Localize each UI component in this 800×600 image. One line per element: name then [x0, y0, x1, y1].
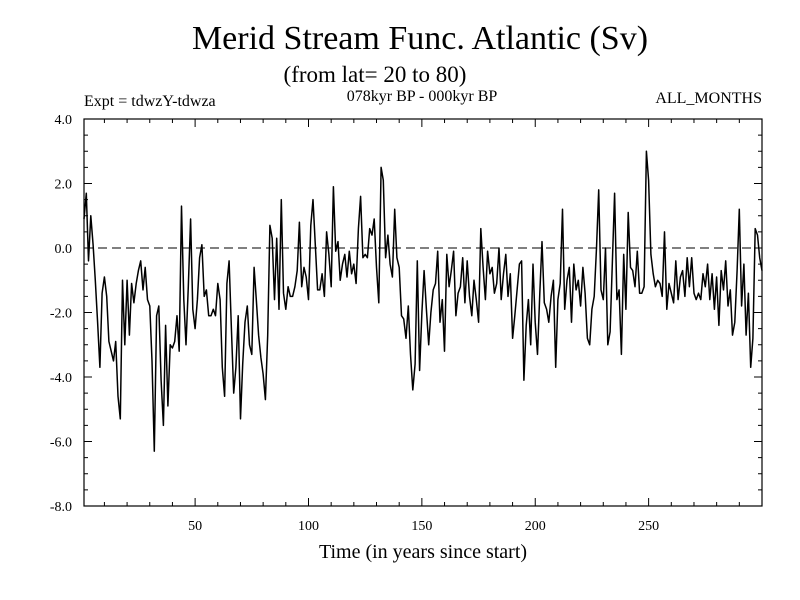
y-tick-label: 4.0	[55, 113, 73, 128]
x-tick-label: 150	[411, 519, 432, 534]
series-layer	[83, 150, 763, 452]
y-tick-label: -2.0	[50, 307, 72, 322]
experiment-label: Expt = tdwzY-tdwza	[84, 93, 216, 110]
months-label: ALL_MONTHS	[655, 90, 762, 107]
x-tick-label: 250	[638, 519, 659, 534]
x-tick-label: 200	[525, 519, 546, 534]
y-tick-label: -8.0	[50, 500, 72, 515]
y-tick-label: 0.0	[55, 242, 73, 257]
y-tick-label: -6.0	[50, 436, 72, 451]
chart-subtitle: (from lat= 20 to 80)	[284, 62, 467, 87]
plot-frame	[83, 118, 763, 507]
period-label: 078kyr BP - 000kyr BP	[347, 88, 498, 105]
series-line	[83, 150, 763, 452]
plot-axes	[83, 118, 763, 507]
x-axis-label: Time (in years since start)	[319, 541, 527, 563]
y-tick-label: 2.0	[55, 178, 73, 193]
y-tick-label: -4.0	[50, 371, 72, 386]
x-tick-label: 100	[298, 519, 319, 534]
chart-title: Merid Stream Func. Atlantic (Sv)	[192, 20, 648, 57]
tick-marks: 4.0 2.0 0.0 -2.0 -4.0 -6.0 -8.0 50 100 150 200 250	[50, 113, 762, 534]
x-tick-label: 50	[188, 519, 202, 534]
